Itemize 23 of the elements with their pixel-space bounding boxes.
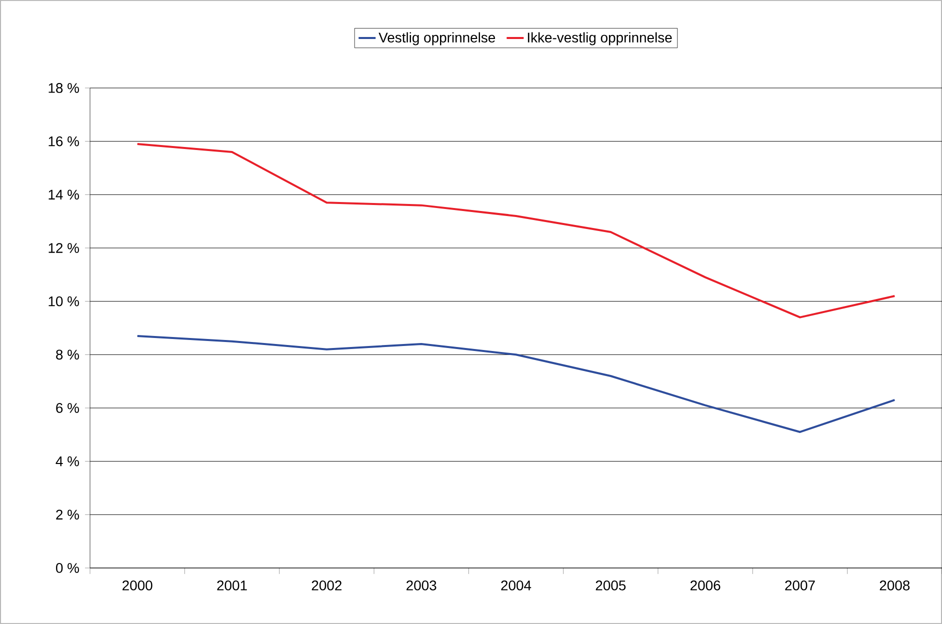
y-tick-label: 12 % bbox=[48, 243, 79, 253]
y-tick-label: 0 % bbox=[56, 563, 79, 573]
x-tick-label: 2002 bbox=[312, 580, 342, 590]
x-tick-label: 2003 bbox=[406, 580, 436, 590]
y-tick-label: 16 % bbox=[48, 136, 79, 146]
x-tick-label: 2007 bbox=[785, 580, 815, 590]
x-tick-label: 2000 bbox=[122, 580, 152, 590]
legend-label: Ikke-vestlig opprinnelse bbox=[528, 32, 672, 46]
y-tick-label: 4 % bbox=[56, 456, 79, 466]
x-tick-label: 2001 bbox=[217, 580, 247, 590]
legend-label: Vestlig opprinnelse bbox=[378, 32, 496, 46]
y-tick-label: 8 % bbox=[56, 350, 79, 360]
y-tick-label: 2 % bbox=[56, 510, 79, 520]
line-series bbox=[136, 142, 896, 318]
y-tick-label: 18 % bbox=[48, 83, 79, 93]
x-tick-label: 2005 bbox=[596, 580, 626, 590]
x-tick-label: 2006 bbox=[690, 580, 720, 590]
x-tick-label: 2008 bbox=[880, 580, 910, 590]
x-tick-label: 2004 bbox=[501, 580, 532, 590]
y-tick-label: 10 % bbox=[48, 296, 79, 306]
line-series bbox=[136, 334, 896, 433]
y-tick-label: 14 % bbox=[48, 190, 79, 200]
y-tick-label: 6 % bbox=[56, 403, 79, 413]
